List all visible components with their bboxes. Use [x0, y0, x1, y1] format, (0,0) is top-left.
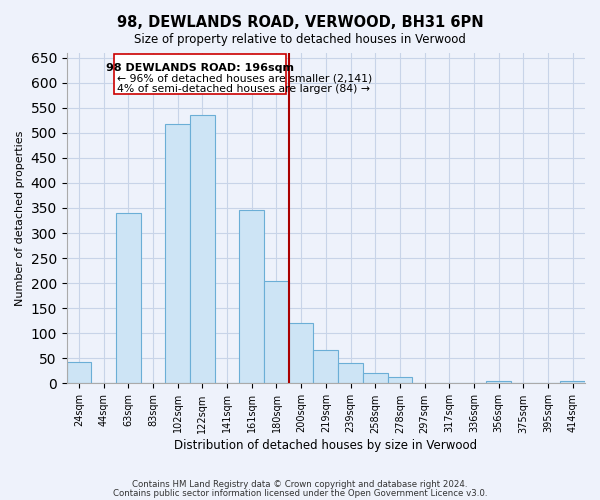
Text: ← 96% of detached houses are smaller (2,141): ← 96% of detached houses are smaller (2,… — [117, 73, 373, 83]
Bar — [116, 213, 141, 384]
Bar — [190, 115, 215, 384]
Bar — [560, 381, 585, 384]
Bar — [67, 362, 91, 384]
Bar — [289, 324, 313, 384]
Text: Size of property relative to detached houses in Verwood: Size of property relative to detached ho… — [134, 32, 466, 46]
Text: Contains public sector information licensed under the Open Government Licence v3: Contains public sector information licen… — [113, 488, 487, 498]
Bar — [166, 124, 190, 384]
Bar — [113, 54, 286, 94]
Y-axis label: Number of detached properties: Number of detached properties — [15, 130, 25, 306]
Text: 4% of semi-detached houses are larger (84) →: 4% of semi-detached houses are larger (8… — [117, 84, 370, 94]
Bar — [363, 374, 388, 384]
Text: 98 DEWLANDS ROAD: 196sqm: 98 DEWLANDS ROAD: 196sqm — [106, 62, 294, 72]
Bar — [338, 364, 363, 384]
Bar — [388, 378, 412, 384]
Bar — [486, 381, 511, 384]
Bar — [313, 350, 338, 384]
Bar — [264, 280, 289, 384]
Text: 98, DEWLANDS ROAD, VERWOOD, BH31 6PN: 98, DEWLANDS ROAD, VERWOOD, BH31 6PN — [116, 15, 484, 30]
Text: Contains HM Land Registry data © Crown copyright and database right 2024.: Contains HM Land Registry data © Crown c… — [132, 480, 468, 489]
X-axis label: Distribution of detached houses by size in Verwood: Distribution of detached houses by size … — [174, 440, 478, 452]
Bar — [239, 210, 264, 384]
